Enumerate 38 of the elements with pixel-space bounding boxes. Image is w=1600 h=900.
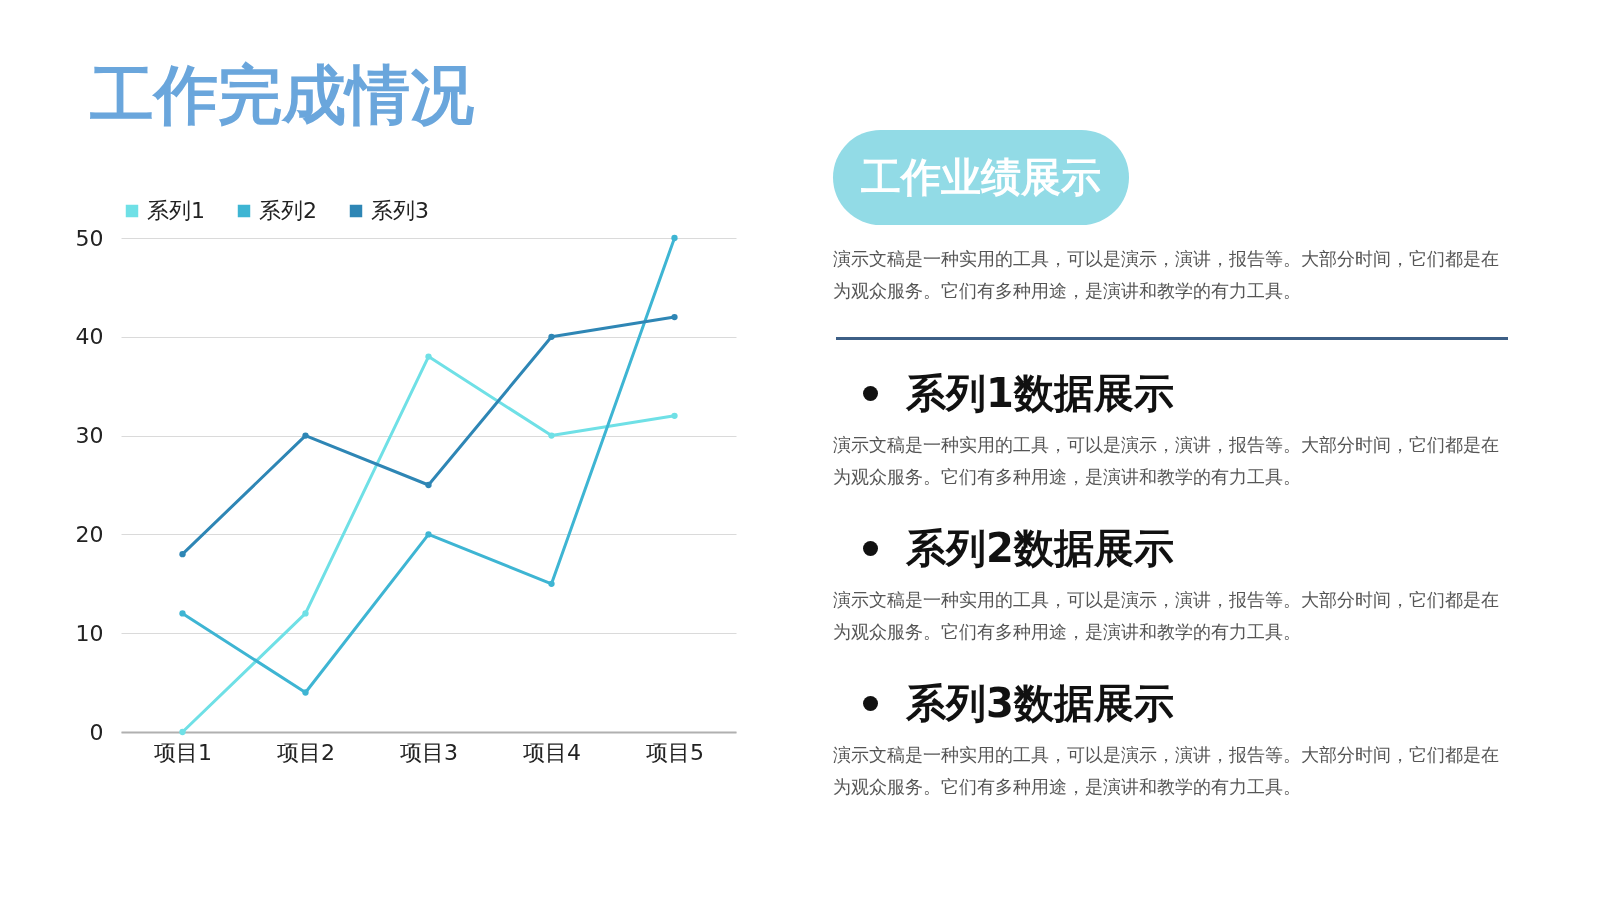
text: 演示文稿是一种实用的工具，可以是演示，演讲，报告等。大部分时间，它们都是在为观众服务。它们有多种用途，是演讲和教学的有力工具。 — [833, 434, 1500, 489]
point — [548, 580, 555, 587]
point — [179, 610, 186, 617]
point — [179, 551, 186, 558]
y-tick-label: 50 — [75, 225, 104, 251]
text: 系列1数据展示 — [906, 369, 1174, 418]
text: 工作业绩展示 — [833, 130, 1129, 225]
y-tick-label: 20 — [75, 521, 104, 547]
chart-title: 工作完成情况 — [90, 57, 474, 134]
y-tick-label: 30 — [75, 423, 104, 449]
point — [425, 531, 432, 538]
point — [671, 313, 678, 321]
x-tick-label: 项目3 — [400, 739, 458, 765]
point — [425, 353, 432, 360]
y-tick-label: 40 — [75, 324, 104, 350]
point — [179, 728, 186, 736]
point — [302, 610, 309, 617]
text: 演示文稿是一种实用的工具，可以是演示，演讲，报告等。大部分时间，它们都是在为观众服务。它们有多种用途，是演讲和教学的有力工具。 — [833, 248, 1500, 303]
point — [671, 234, 678, 242]
x-tick-label: 项目4 — [523, 739, 581, 765]
point — [302, 432, 309, 439]
text: 系列2数据展示 — [906, 524, 1174, 573]
legend-label: 系列1 — [147, 198, 205, 223]
text: 演示文稿是一种实用的工具，可以是演示，演讲，报告等。大部分时间，它们都是在为观众服务。它们有多种用途，是演讲和教学的有力工具。 — [833, 744, 1500, 799]
point — [548, 432, 555, 439]
point — [548, 333, 555, 340]
x-tick-label: 项目1 — [154, 739, 212, 765]
y-tick-label: 10 — [75, 620, 104, 646]
text: 演示文稿是一种实用的工具，可以是演示，演讲，报告等。大部分时间，它们都是在为观众服务。它们有多种用途，是演讲和教学的有力工具。 — [833, 589, 1500, 644]
legend-label: 系列2 — [259, 198, 317, 223]
point — [302, 689, 309, 696]
legend-label: 系列3 — [371, 198, 429, 223]
text: 系列3数据展示 — [906, 679, 1174, 728]
x-tick-label: 项目5 — [646, 739, 704, 765]
x-tick-label: 项目2 — [277, 739, 335, 765]
point — [425, 481, 432, 489]
y-tick-label: 0 — [89, 719, 104, 745]
point — [671, 412, 678, 419]
